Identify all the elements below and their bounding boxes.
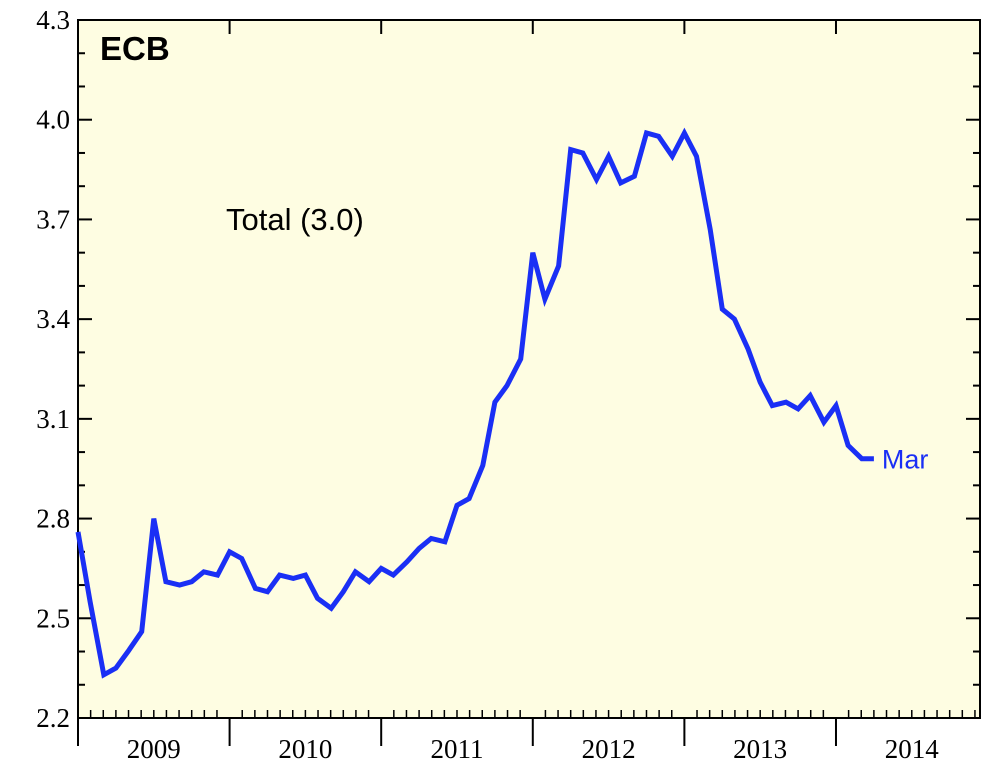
x-tick-label: 2012: [582, 734, 636, 764]
x-tick-label: 2011: [430, 734, 483, 764]
plot-area: [77, 19, 981, 719]
y-tick-label: 2.5: [36, 603, 70, 633]
chart-title: ECB: [100, 30, 170, 67]
series-layer: Mar: [75, 127, 929, 679]
y-tick-label: 4.0: [36, 105, 70, 135]
y-tick-label: 4.3: [36, 5, 70, 35]
y-tick-label: 3.4: [36, 304, 70, 334]
series-line: [75, 127, 874, 679]
y-tick-label: 3.7: [36, 204, 70, 234]
y-tick-label: 3.1: [36, 404, 70, 434]
x-tick-label: 2014: [885, 734, 940, 764]
y-tick-label: 2.2: [36, 703, 70, 733]
x-tick-label: 2009: [127, 734, 181, 764]
x-axis: 2009 2010 2011 2012 2013 2014: [77, 20, 976, 764]
y-axis: 2.2 2.5 2.8 3.1 3.4 3.7 4.0 4.3: [36, 5, 980, 733]
series-end-label: Mar: [882, 445, 929, 475]
x-tick-label: 2013: [733, 734, 787, 764]
chart-annotation: Total (3.0): [226, 202, 364, 237]
x-tick-label: 2010: [278, 734, 332, 764]
y-tick-label: 2.8: [36, 504, 70, 534]
